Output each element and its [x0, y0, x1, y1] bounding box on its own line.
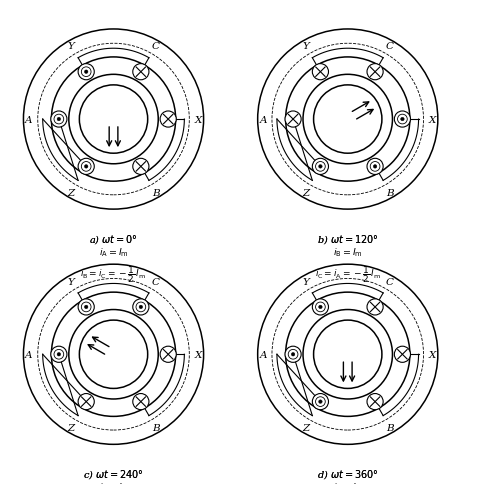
Circle shape: [303, 310, 392, 399]
Text: C: C: [152, 277, 160, 286]
Text: $i_{\mathrm{B}}=I_{\mathrm{m}}$: $i_{\mathrm{B}}=I_{\mathrm{m}}$: [333, 246, 363, 258]
Circle shape: [286, 58, 410, 182]
Text: $i_{\mathrm{B}}=i_{\mathrm{C}}=-\dfrac{1}{2}\,I_{\mathrm{m}}$: $i_{\mathrm{B}}=i_{\mathrm{C}}=-\dfrac{1…: [80, 263, 147, 284]
Text: Y: Y: [302, 277, 309, 286]
Circle shape: [319, 165, 322, 169]
Text: C: C: [386, 277, 394, 286]
Text: A: A: [260, 115, 267, 124]
Circle shape: [69, 310, 158, 399]
Text: X: X: [429, 350, 436, 359]
Circle shape: [314, 320, 382, 389]
Circle shape: [314, 86, 382, 154]
Circle shape: [52, 58, 175, 182]
Circle shape: [286, 292, 410, 417]
Text: b) $\omega t=120°$: b) $\omega t=120°$: [317, 232, 379, 245]
Text: a) $\omega t=0°$: a) $\omega t=0°$: [89, 232, 138, 245]
Text: d) $\omega t=360°$: d) $\omega t=360°$: [317, 467, 379, 480]
Text: d) $\omega t=360°$: d) $\omega t=360°$: [317, 467, 379, 480]
Circle shape: [133, 159, 149, 175]
Circle shape: [78, 159, 94, 175]
Circle shape: [258, 265, 438, 444]
Text: b) $\omega t=120°$: b) $\omega t=120°$: [317, 232, 379, 245]
Circle shape: [367, 393, 383, 410]
Circle shape: [285, 112, 301, 128]
Text: X: X: [429, 115, 436, 124]
Text: a) $\omega t=0°$: a) $\omega t=0°$: [89, 232, 138, 245]
Text: C: C: [386, 42, 394, 51]
Circle shape: [51, 112, 67, 128]
Circle shape: [373, 165, 377, 169]
Circle shape: [85, 305, 88, 309]
Text: A: A: [25, 115, 33, 124]
Text: B: B: [386, 188, 394, 197]
Text: Z: Z: [302, 423, 309, 432]
Circle shape: [139, 305, 142, 309]
Circle shape: [312, 299, 328, 316]
Text: c) $\omega t=240°$: c) $\omega t=240°$: [83, 467, 144, 480]
Text: B: B: [152, 423, 160, 432]
Circle shape: [78, 64, 94, 81]
Text: X: X: [195, 350, 202, 359]
Circle shape: [52, 292, 175, 417]
Circle shape: [85, 165, 88, 169]
Text: B: B: [386, 423, 394, 432]
Text: $i_{\mathrm{C}}=I_{\mathrm{m}}$: $i_{\mathrm{C}}=I_{\mathrm{m}}$: [98, 481, 129, 484]
Circle shape: [401, 118, 404, 121]
Text: Z: Z: [68, 188, 75, 197]
Circle shape: [285, 347, 301, 363]
Circle shape: [57, 353, 61, 356]
Text: X: X: [195, 115, 202, 124]
Circle shape: [367, 159, 383, 175]
Circle shape: [133, 64, 149, 81]
Text: B: B: [152, 188, 160, 197]
Circle shape: [78, 299, 94, 316]
Text: Y: Y: [68, 277, 75, 286]
Text: $i_{\mathrm{C}}=i_{\mathrm{A}}=-\dfrac{1}{2}\,I_{\mathrm{m}}$: $i_{\mathrm{C}}=i_{\mathrm{A}}=-\dfrac{1…: [315, 263, 381, 284]
Circle shape: [367, 299, 383, 316]
Circle shape: [133, 393, 149, 410]
Circle shape: [319, 305, 322, 309]
Text: C: C: [152, 42, 160, 51]
Circle shape: [394, 112, 411, 128]
Text: $i_{\mathrm{A}}=I_{\mathrm{m}}$: $i_{\mathrm{A}}=I_{\mathrm{m}}$: [98, 246, 129, 258]
Circle shape: [319, 400, 322, 404]
Circle shape: [312, 159, 328, 175]
Text: Z: Z: [68, 423, 75, 432]
Circle shape: [312, 64, 328, 81]
Circle shape: [79, 86, 148, 154]
Circle shape: [57, 118, 61, 121]
Text: Y: Y: [68, 42, 75, 51]
Circle shape: [160, 112, 176, 128]
Circle shape: [291, 353, 295, 356]
Circle shape: [51, 347, 67, 363]
Circle shape: [394, 347, 411, 363]
Circle shape: [79, 320, 148, 389]
Circle shape: [312, 393, 328, 410]
Circle shape: [258, 30, 438, 210]
Text: Y: Y: [302, 42, 309, 51]
Circle shape: [69, 75, 158, 165]
Text: Z: Z: [302, 188, 309, 197]
Circle shape: [78, 393, 94, 410]
Text: $i_{\mathrm{A}}=I_{\mathrm{m}}$: $i_{\mathrm{A}}=I_{\mathrm{m}}$: [333, 481, 363, 484]
Circle shape: [23, 265, 204, 444]
Circle shape: [160, 347, 176, 363]
Circle shape: [85, 71, 88, 75]
Circle shape: [303, 75, 392, 165]
Circle shape: [133, 299, 149, 316]
Text: A: A: [260, 350, 267, 359]
Circle shape: [367, 64, 383, 81]
Circle shape: [23, 30, 204, 210]
Text: A: A: [25, 350, 33, 359]
Text: c) $\omega t=240°$: c) $\omega t=240°$: [83, 467, 144, 480]
